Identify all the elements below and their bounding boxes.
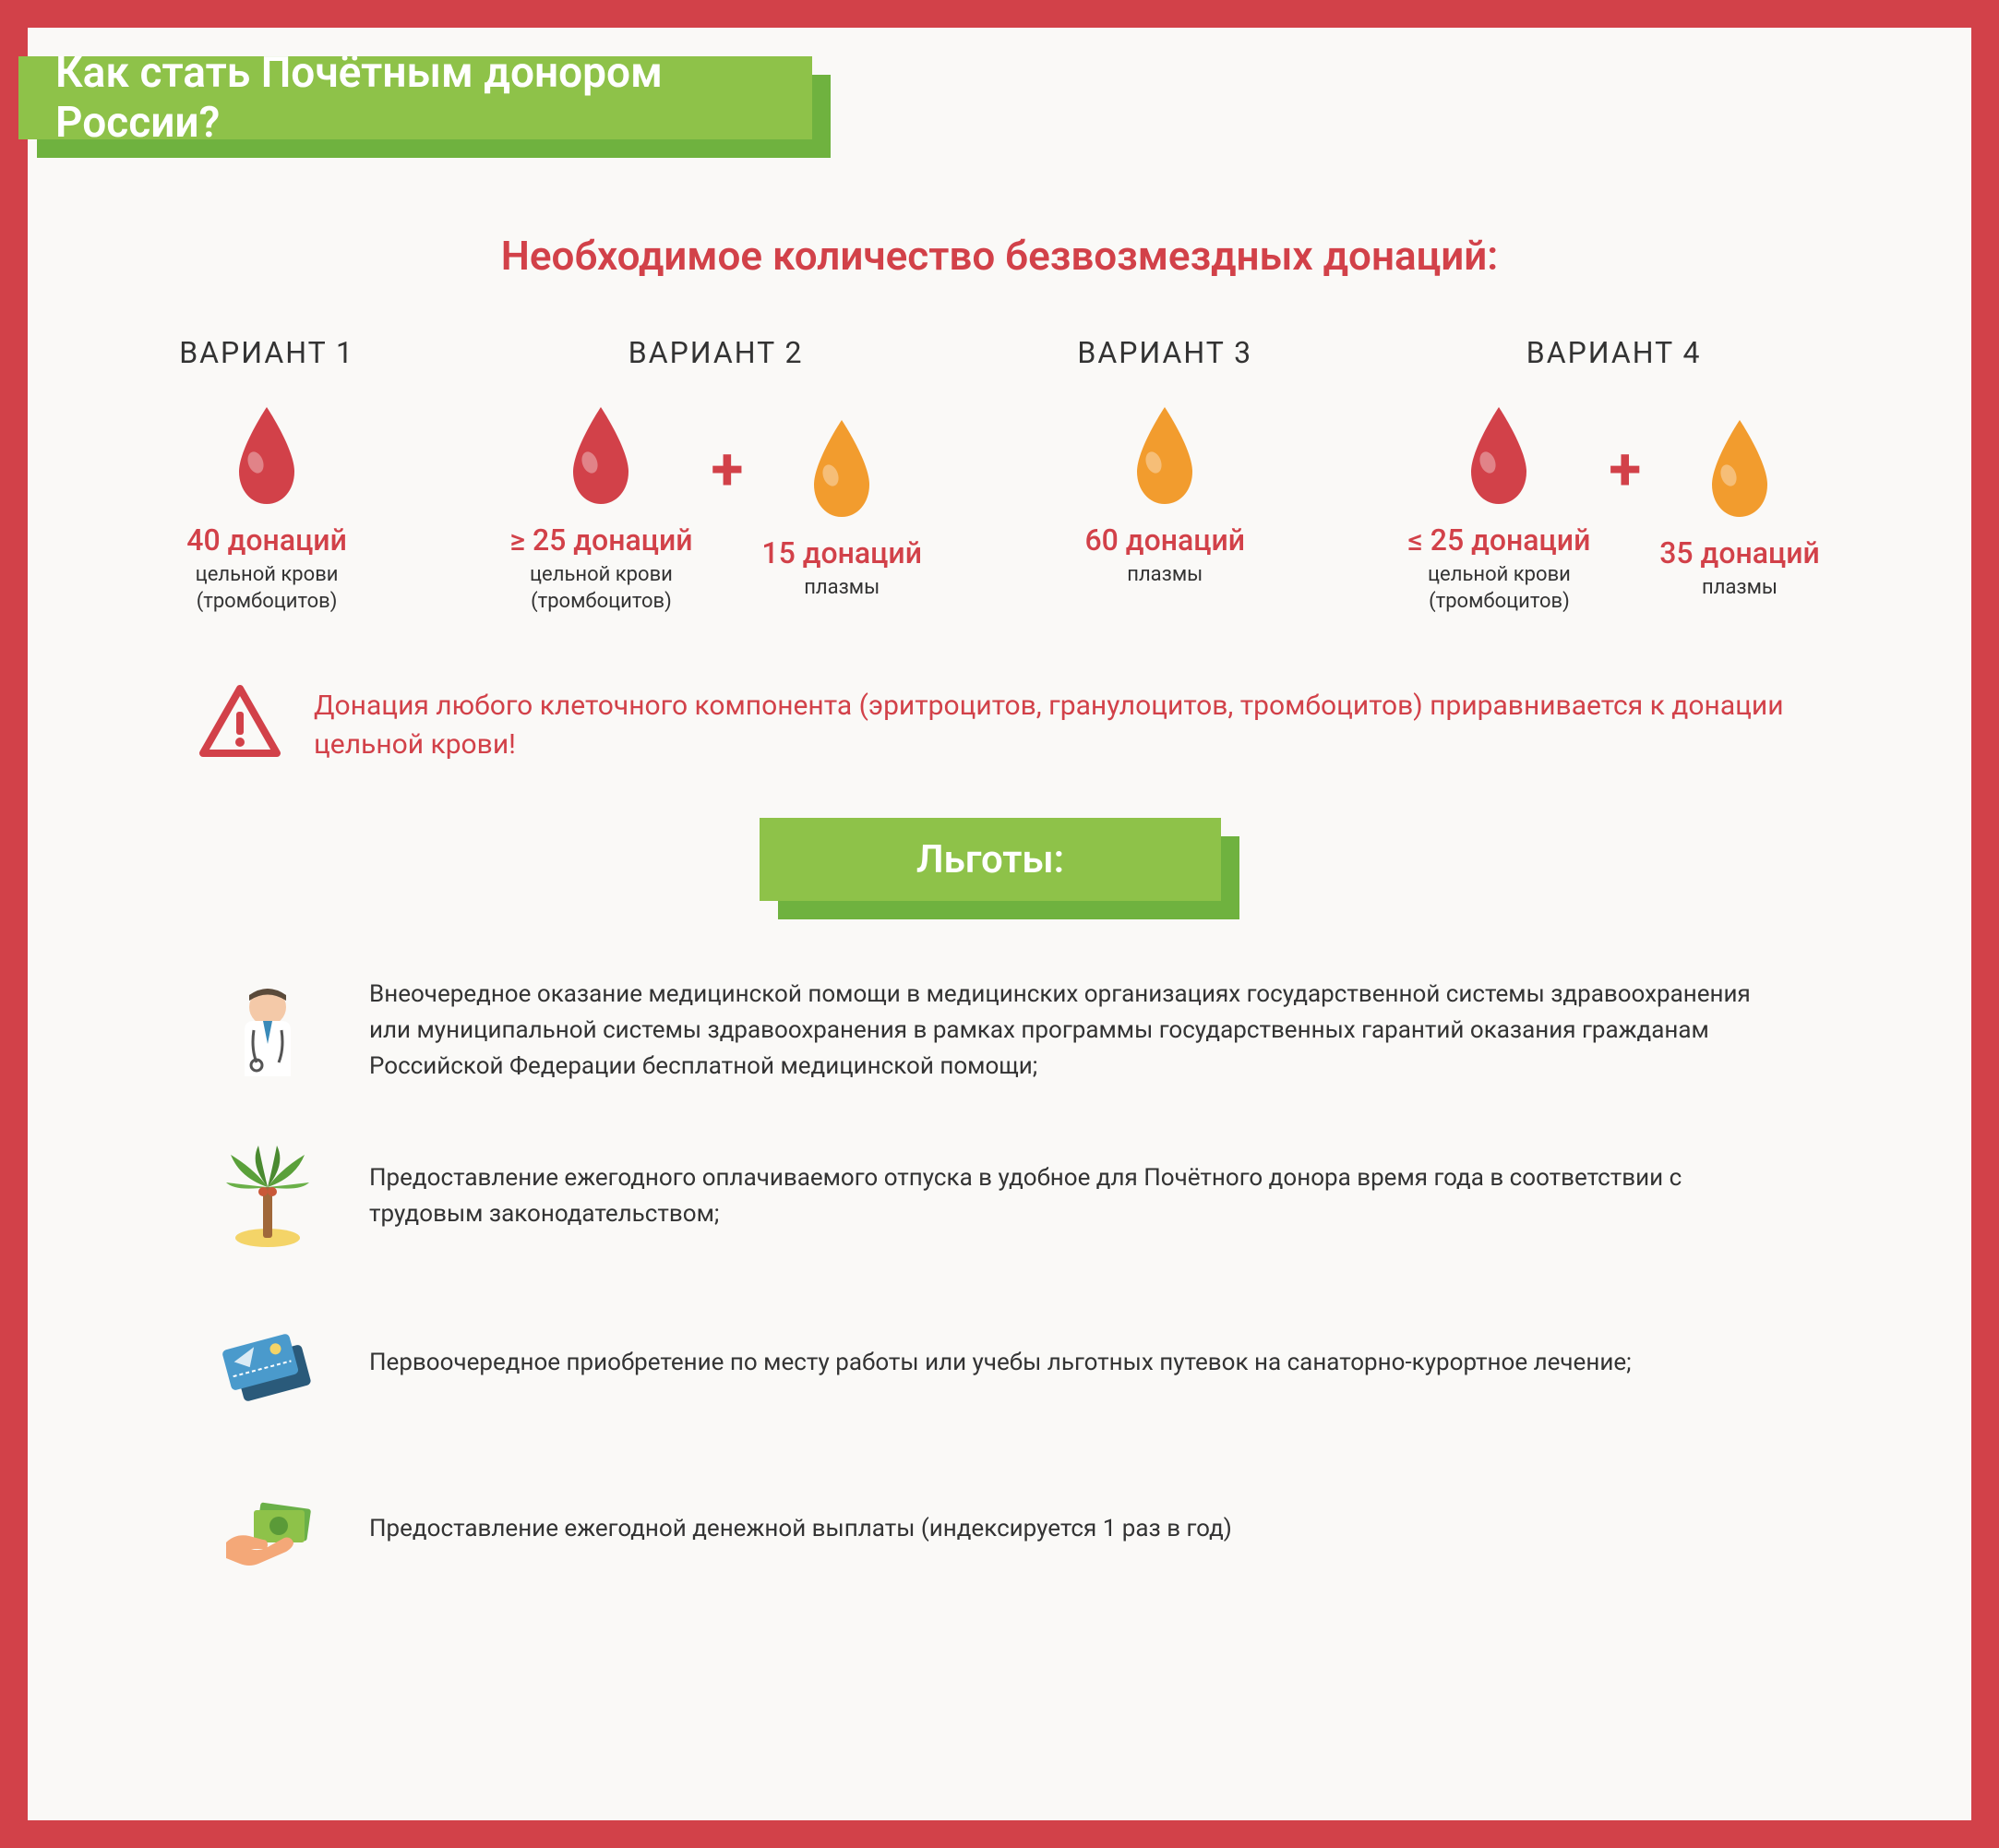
donation-count: 60 донаций <box>1084 522 1245 558</box>
palm-icon <box>212 1141 323 1252</box>
donation-count: 35 донаций <box>1659 535 1820 570</box>
benefits-list: Внеочередное оказание медицинской помощи… <box>28 975 1971 1584</box>
warning-icon <box>194 679 286 772</box>
main-title: Как стать Почётным донором России? <box>55 48 812 148</box>
donation-count: 15 донаций <box>761 535 922 570</box>
benefits-banner: Льготы: <box>760 818 1239 919</box>
drops-row: 40 донаций цельной крови(тромбоцитов) <box>186 398 347 615</box>
tickets-icon <box>212 1307 323 1418</box>
drop-group: ≥ 25 донаций цельной крови(тромбоцитов) <box>509 398 692 615</box>
drop-group: 60 донаций плазмы <box>1084 398 1245 589</box>
benefit-item-3: Первоочередное приобретение по месту раб… <box>212 1307 1787 1418</box>
variant-label: ВАРИАНТ 2 <box>628 335 804 370</box>
variant-label: ВАРИАНТ 1 <box>179 335 354 370</box>
warning-text: Донация любого клеточного компонента (эр… <box>314 687 1805 764</box>
warning-row: Донация любого клеточного компонента (эр… <box>28 679 1971 772</box>
title-banner: Как стать Почётным донором России? <box>18 56 923 158</box>
benefit-text: Внеочередное оказание медицинской помощи… <box>369 977 1787 1085</box>
benefit-text: Предоставление ежегодного оплачиваемого … <box>369 1160 1787 1232</box>
benefits-title: Льготы: <box>916 837 1064 882</box>
money-icon <box>212 1473 323 1584</box>
donation-type: плазмы <box>1127 562 1203 589</box>
variant-label: ВАРИАНТ 3 <box>1077 335 1252 370</box>
benefit-item-1: Внеочередное оказание медицинской помощи… <box>212 975 1787 1086</box>
donation-type: плазмы <box>804 575 880 602</box>
plus-icon: + <box>1609 435 1641 504</box>
donation-type: плазмы <box>1702 575 1778 602</box>
variant-3: ВАРИАНТ 3 60 донаций плазмы <box>1077 335 1252 615</box>
variant-label: ВАРИАНТ 4 <box>1526 335 1702 370</box>
plus-icon: + <box>712 435 744 504</box>
drop-group: 35 донаций плазмы <box>1659 411 1820 602</box>
subtitle-heading: Необходимое количество безвозмездных дон… <box>28 232 1971 280</box>
outer-frame: Как стать Почётным донором России? Необх… <box>0 0 1999 1848</box>
drop-group: 40 донаций цельной крови(тромбоцитов) <box>186 398 347 615</box>
drops-row: ≥ 25 донаций цельной крови(тромбоцитов) … <box>509 398 922 615</box>
drops-row: 60 донаций плазмы <box>1084 398 1245 589</box>
donation-count: 40 донаций <box>186 522 347 558</box>
doctor-icon <box>212 975 323 1086</box>
donation-count: ≥ 25 донаций <box>509 522 692 558</box>
drop-group: ≤ 25 донаций цельной крови(тромбоцитов) <box>1408 398 1591 615</box>
variant-1: ВАРИАНТ 1 40 донаций цельной крови(тромб… <box>179 335 354 615</box>
content-area: Как стать Почётным донором России? Необх… <box>28 28 1971 1820</box>
benefit-item-4: Предоставление ежегодной денежной выплат… <box>212 1473 1787 1584</box>
title-banner-front: Как стать Почётным донором России? <box>18 56 812 139</box>
drops-row: ≤ 25 донаций цельной крови(тромбоцитов) … <box>1408 398 1820 615</box>
benefit-item-2: Предоставление ежегодного оплачиваемого … <box>212 1141 1787 1252</box>
benefit-text: Первоочередное приобретение по месту раб… <box>369 1345 1632 1381</box>
donation-count: ≤ 25 донаций <box>1408 522 1591 558</box>
donation-type: цельной крови(тромбоцитов) <box>530 562 673 615</box>
variant-4: ВАРИАНТ 4 ≤ 25 донаций цельной крови(тро… <box>1408 335 1820 615</box>
donation-type: цельной крови(тромбоцитов) <box>196 562 339 615</box>
benefits-banner-front: Льготы: <box>760 818 1221 901</box>
variant-2: ВАРИАНТ 2 ≥ 25 донаций цельной крови(тро… <box>509 335 922 615</box>
drop-group: 15 донаций плазмы <box>761 411 922 602</box>
benefit-text: Предоставление ежегодной денежной выплат… <box>369 1511 1232 1547</box>
variants-container: ВАРИАНТ 1 40 донаций цельной крови(тромб… <box>28 335 1971 615</box>
donation-type: цельной крови(тромбоцитов) <box>1428 562 1571 615</box>
